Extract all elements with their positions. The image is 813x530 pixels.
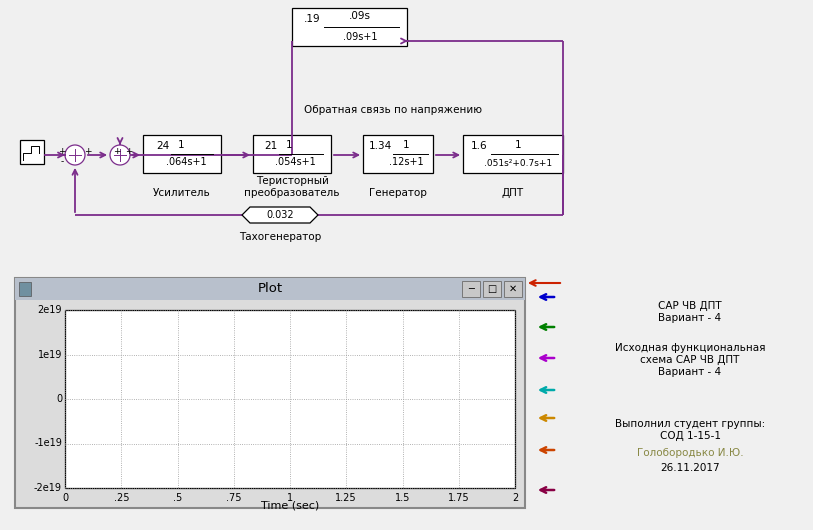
FancyBboxPatch shape (15, 278, 525, 508)
Bar (504, 281, 522, 297)
Bar (463, 135, 563, 173)
Text: +: + (113, 146, 121, 155)
Polygon shape (242, 207, 318, 223)
Text: 1: 1 (515, 139, 521, 149)
Text: 1.6: 1.6 (471, 142, 487, 152)
Text: 0.032: 0.032 (266, 210, 293, 220)
Bar (253, 135, 331, 173)
Text: 0: 0 (56, 394, 62, 404)
Bar (483, 281, 501, 297)
Text: .054s+1: .054s+1 (275, 157, 315, 167)
Text: .5: .5 (173, 493, 182, 503)
Text: Усилитель: Усилитель (153, 188, 211, 198)
Text: 2e19: 2e19 (37, 305, 62, 315)
Text: □: □ (487, 284, 497, 294)
Bar (19, 282, 31, 296)
Bar (462, 281, 480, 297)
Text: +: + (125, 146, 133, 155)
Text: 1.25: 1.25 (336, 493, 357, 503)
Text: 21: 21 (264, 142, 277, 152)
Text: САР ЧВ ДПТ
Вариант - 4: САР ЧВ ДПТ Вариант - 4 (659, 301, 722, 323)
Text: Выполнил студент группы:
СОД 1-15-1: Выполнил студент группы: СОД 1-15-1 (615, 419, 765, 441)
Text: Исходная функциональная
схема САР ЧВ ДПТ
Вариант - 4: Исходная функциональная схема САР ЧВ ДПТ… (615, 343, 765, 377)
Text: .09s+1: .09s+1 (343, 32, 377, 42)
Text: 1.5: 1.5 (395, 493, 411, 503)
Text: ДПТ: ДПТ (502, 188, 524, 198)
Bar (20, 140, 44, 164)
Text: ─: ─ (468, 284, 474, 294)
Bar (15, 278, 525, 300)
Text: -: - (60, 157, 63, 166)
Text: 0: 0 (62, 493, 68, 503)
Text: .75: .75 (226, 493, 241, 503)
Text: 1: 1 (402, 139, 409, 149)
Text: 1e19: 1e19 (37, 349, 62, 359)
Text: +: + (85, 146, 92, 155)
Text: Обратная связь по напряжению: Обратная связь по напряжению (304, 105, 482, 115)
Text: 26.11.2017: 26.11.2017 (660, 463, 720, 473)
Text: Plot: Plot (258, 282, 283, 296)
Text: Тахогенератор: Тахогенератор (239, 232, 321, 242)
Circle shape (110, 145, 130, 165)
Text: Time (sec): Time (sec) (261, 501, 320, 511)
Text: Голобородько И.Ю.: Голобородько И.Ю. (637, 448, 743, 458)
Text: .19: .19 (304, 14, 320, 24)
Text: Теристорный
преобразователь: Теристорный преобразователь (244, 176, 340, 198)
Text: 1.75: 1.75 (448, 493, 470, 503)
Text: Генератор: Генератор (369, 188, 427, 198)
Bar (143, 135, 221, 173)
Text: 1: 1 (178, 139, 185, 149)
Text: .25: .25 (114, 493, 129, 503)
Text: .09s: .09s (349, 11, 371, 21)
Text: .12s+1: .12s+1 (389, 157, 424, 167)
Text: .064s+1: .064s+1 (166, 157, 207, 167)
Text: +: + (59, 146, 66, 155)
Bar (363, 135, 433, 173)
Text: 1: 1 (285, 139, 293, 149)
Bar (292, 8, 407, 46)
Text: -1e19: -1e19 (34, 438, 62, 448)
Text: ✕: ✕ (509, 284, 517, 294)
Text: -2e19: -2e19 (34, 483, 62, 493)
Text: 24: 24 (156, 142, 170, 152)
Text: 1: 1 (287, 493, 293, 503)
Text: .051s²+0.7s+1: .051s²+0.7s+1 (484, 158, 552, 167)
Bar (65, 310, 515, 488)
Text: 2: 2 (512, 493, 518, 503)
Text: 1.34: 1.34 (368, 142, 392, 152)
Circle shape (65, 145, 85, 165)
